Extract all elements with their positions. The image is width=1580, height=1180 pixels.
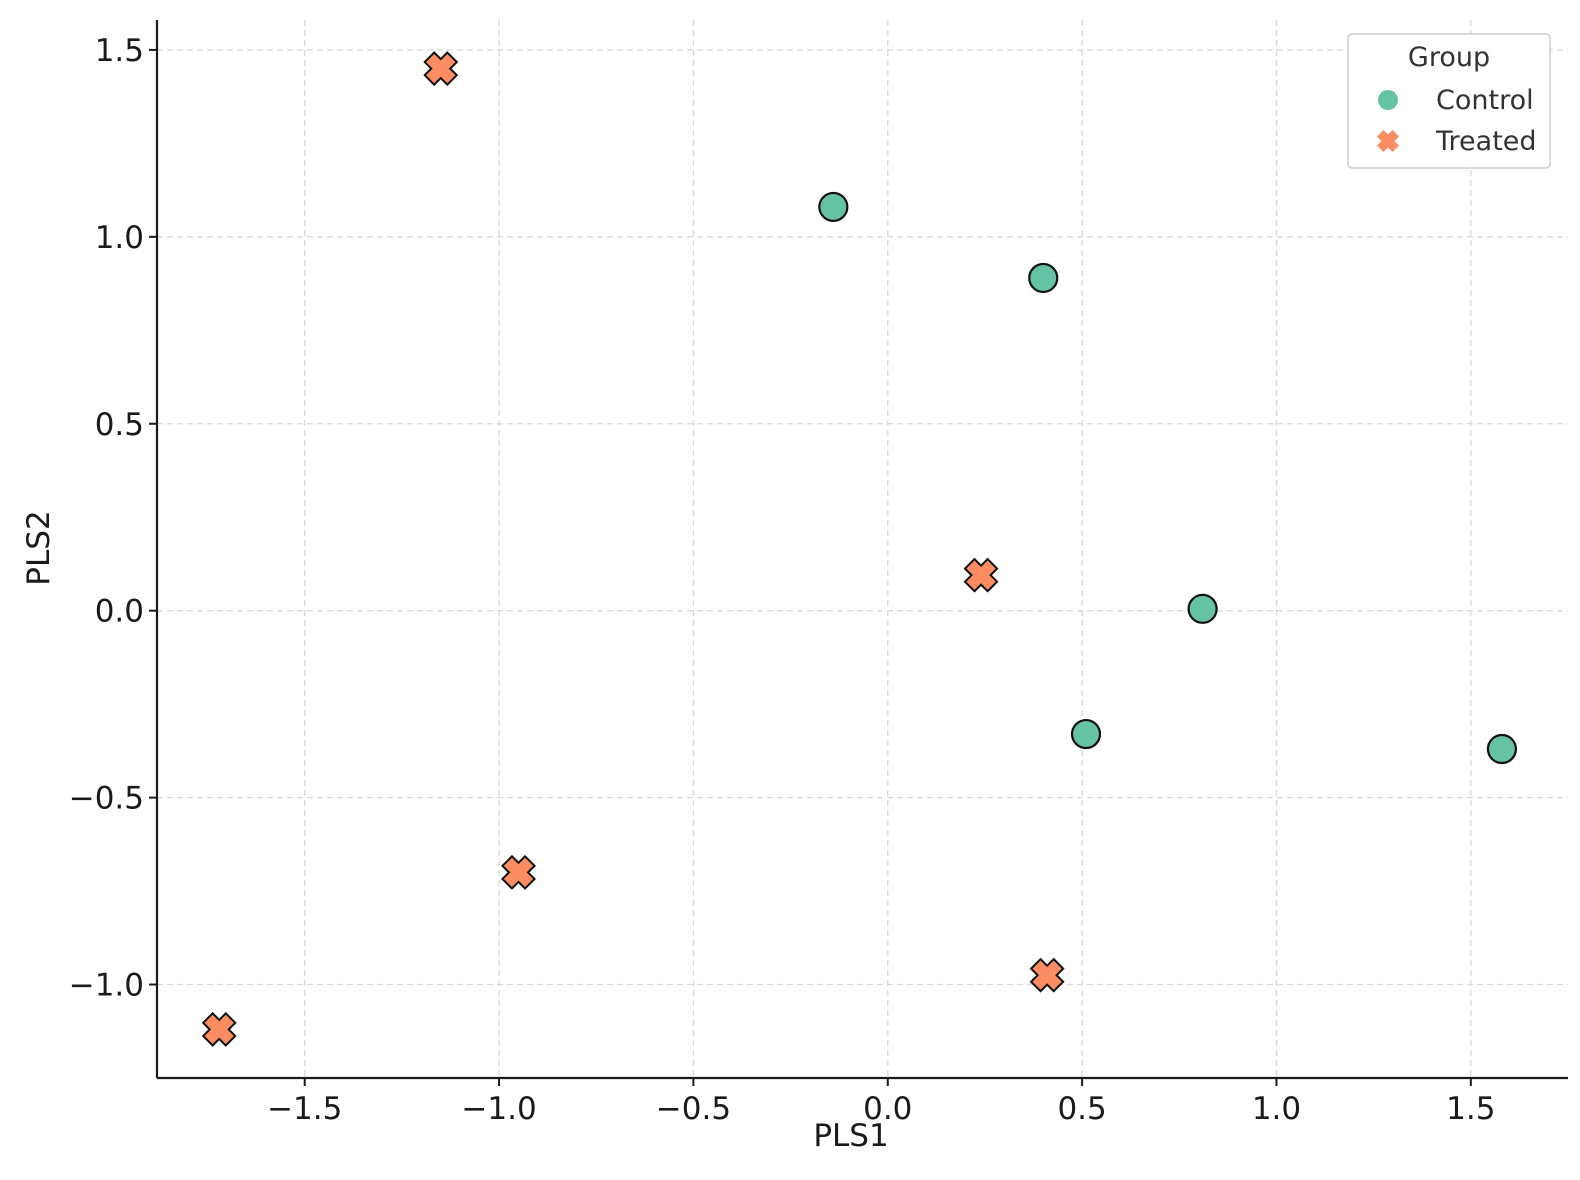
y-tick-label: −0.5	[69, 781, 144, 817]
treated-point	[201, 1011, 237, 1047]
y-axis-label: PLS2	[21, 510, 57, 585]
legend-marker-treated	[1376, 129, 1400, 153]
y-tick-label: 1.0	[95, 220, 144, 256]
treated-point	[423, 51, 459, 87]
treated-point	[963, 557, 999, 593]
y-tick-label: 0.0	[95, 594, 144, 630]
legend-frame	[1347, 33, 1551, 169]
y-tick-label: −1.0	[69, 968, 144, 1004]
data-points	[201, 51, 1518, 1047]
legend-label-control: Control	[1436, 85, 1534, 116]
y-tick-label: 0.5	[95, 407, 144, 443]
grid	[157, 20, 1568, 1078]
axes: −1.5 −1.0 −0.5 0.0 0.5 1.0 1.5 −1.0 −0.5 0.0 0.5 1.…	[69, 20, 1568, 1127]
legend: Group Control Treated	[1347, 33, 1551, 169]
control-point	[1028, 262, 1059, 294]
x-axis-label: PLS1	[813, 1118, 888, 1154]
x-tick-label: 0.5	[1057, 1091, 1106, 1127]
control-point	[818, 191, 849, 223]
legend-title: Group	[1408, 42, 1490, 73]
treated-point	[1029, 957, 1065, 993]
legend-label-treated: Treated	[1435, 126, 1537, 157]
x-tick-label: −0.5	[656, 1091, 731, 1127]
x-tick-label: 1.0	[1252, 1091, 1301, 1127]
legend-marker-control	[1378, 90, 1398, 110]
treated-point	[501, 854, 536, 890]
x-tick-label: −1.5	[267, 1091, 342, 1127]
x-tick-label: −1.0	[461, 1091, 536, 1127]
x-tick-label: 0.0	[863, 1091, 912, 1127]
control-point	[1070, 718, 1102, 750]
control-point	[1187, 593, 1218, 624]
y-tick-label: 1.5	[95, 33, 144, 69]
control-point	[1486, 733, 1518, 765]
x-tick-label: 1.5	[1446, 1091, 1495, 1127]
